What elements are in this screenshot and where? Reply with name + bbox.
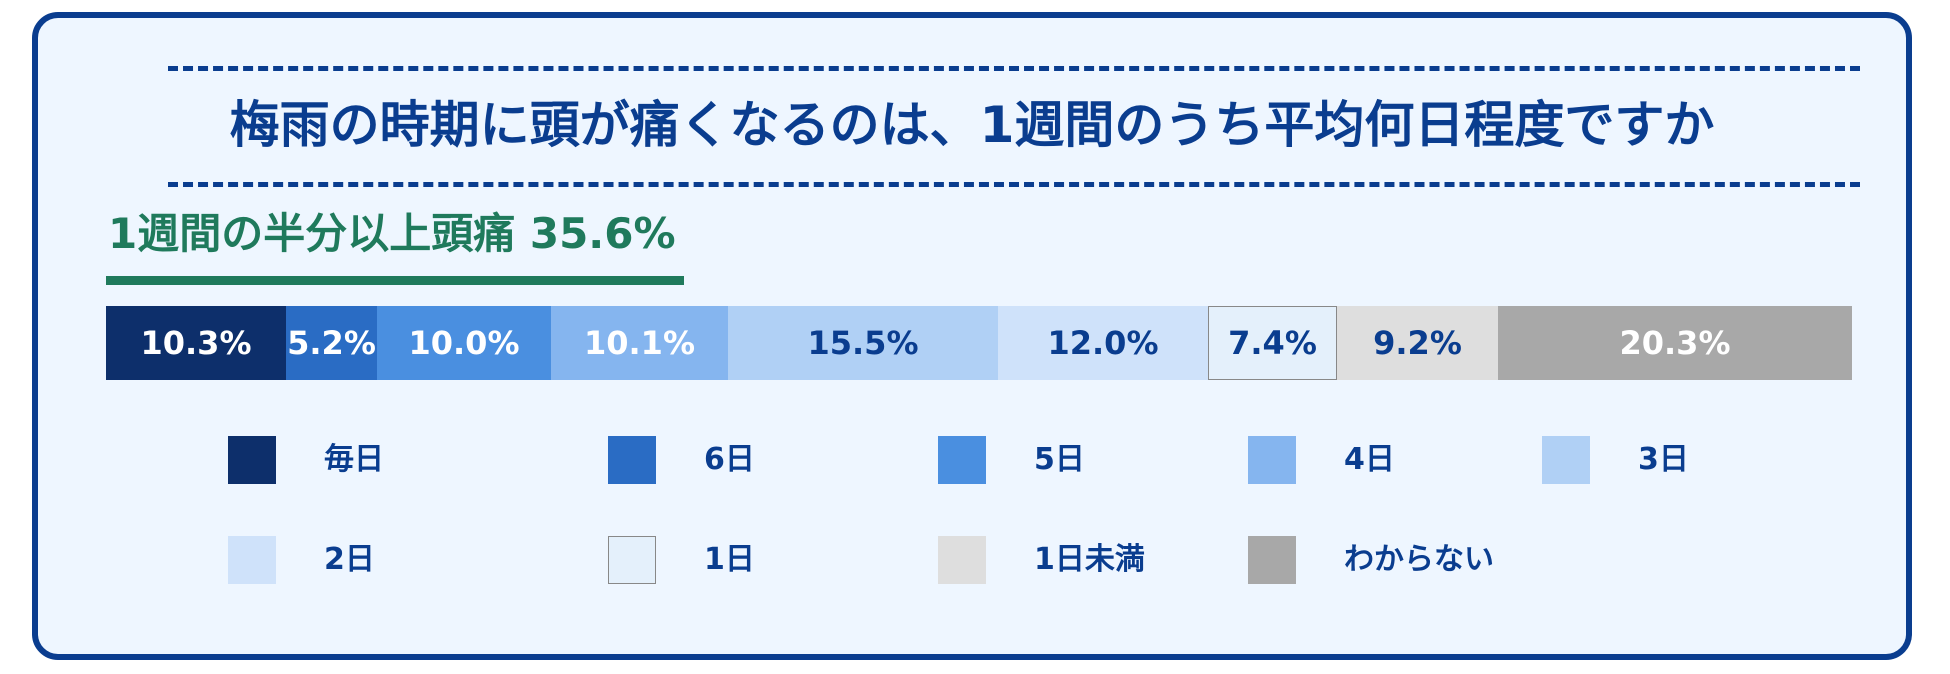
highlight-text: 1週間の半分以上頭痛 35.6% (108, 209, 676, 258)
bar-segment-label: 10.1% (583, 324, 695, 362)
bar-segment-label: 20.3% (1619, 324, 1731, 362)
bar-segment-label: 15.5% (807, 324, 919, 362)
legend-swatch (228, 436, 276, 484)
legend-label: 毎日 (324, 442, 384, 477)
bar-segment: 12.0% (998, 306, 1208, 380)
legend-label: 1日未満 (1034, 542, 1145, 577)
legend-swatch (938, 536, 986, 584)
legend-swatch (608, 536, 656, 584)
legend-swatch (938, 436, 986, 484)
bar-segment-label: 10.0% (408, 324, 520, 362)
legend-swatch (1542, 436, 1590, 484)
legend-swatch (228, 536, 276, 584)
legend-swatch (608, 436, 656, 484)
legend-label: 3日 (1638, 442, 1689, 477)
chart-panel: 梅雨の時期に頭が痛くなるのは、1週間のうち平均何日程度ですか 1週間の半分以上頭… (32, 12, 1912, 660)
legend-swatch (1248, 436, 1296, 484)
bar-segment: 9.2% (1337, 306, 1498, 380)
title-divider-bottom (168, 182, 1860, 187)
legend-swatch (1248, 536, 1296, 584)
bar-segment: 20.3% (1498, 306, 1852, 380)
stacked-bar: 10.3% 5.2% 10.0% 10.1% 15.5% 12.0% 7.4% 9.2% 20.… (106, 306, 1852, 380)
bar-segment-label: 12.0% (1047, 324, 1159, 362)
bar-segment: 7.4% (1208, 306, 1337, 380)
legend-label: 1日 (704, 542, 755, 577)
legend-label: 6日 (704, 442, 755, 477)
bar-segment-label: 9.2% (1373, 324, 1462, 362)
title-divider-top (168, 66, 1860, 71)
legend-label: 5日 (1034, 442, 1085, 477)
chart-title: 梅雨の時期に頭が痛くなるのは、1週間のうち平均何日程度ですか (229, 96, 1715, 154)
bar-segment: 15.5% (728, 306, 998, 380)
bar-segment: 10.0% (377, 306, 551, 380)
legend-label: わからない (1344, 542, 1494, 577)
legend-label: 2日 (324, 542, 375, 577)
bar-segment-label: 5.2% (287, 324, 376, 362)
bar-segment: 5.2% (286, 306, 377, 380)
highlight-underline (106, 276, 684, 285)
bar-segment: 10.1% (551, 306, 728, 380)
bar-segment-label: 10.3% (140, 324, 252, 362)
legend-label: 4日 (1344, 442, 1395, 477)
bar-segment: 10.3% (106, 306, 286, 380)
bar-segment-label: 7.4% (1228, 324, 1317, 362)
